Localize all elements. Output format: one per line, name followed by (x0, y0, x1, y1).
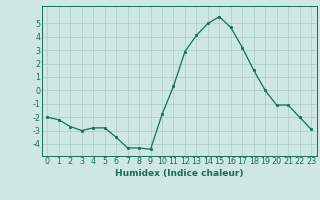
X-axis label: Humidex (Indice chaleur): Humidex (Indice chaleur) (115, 169, 244, 178)
